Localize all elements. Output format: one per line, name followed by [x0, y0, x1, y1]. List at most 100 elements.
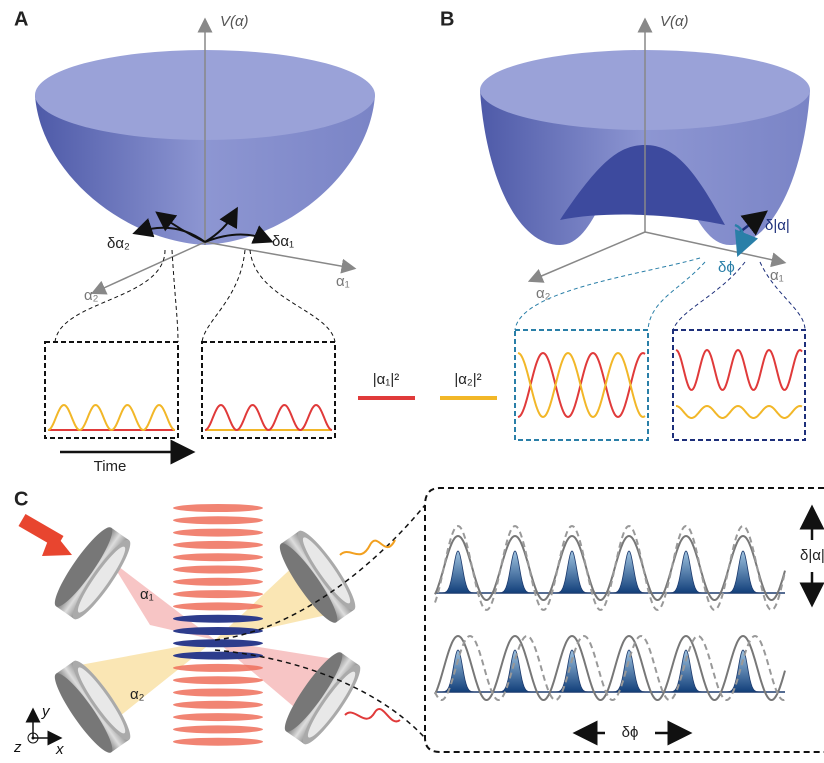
inset-box: [201, 341, 336, 439]
field-curve: [434, 634, 786, 701]
wigner-peak: [493, 550, 537, 594]
axis-label: α₂: [536, 285, 551, 302]
lattice-site: [173, 565, 263, 574]
annotation: δϕ: [622, 724, 639, 741]
mirror-body: [56, 661, 130, 753]
wigner-peak: [493, 649, 537, 693]
axis-label: y: [41, 703, 51, 720]
wigner-peak: [721, 649, 765, 693]
lattice-site: [173, 614, 263, 623]
axis-dot: [27, 732, 39, 744]
mirror-back: [54, 527, 113, 607]
mode-label: α₁: [140, 586, 154, 603]
waveform: [517, 351, 646, 419]
lattice-site: [173, 700, 263, 709]
arrow: [734, 223, 759, 257]
connector: [514, 257, 701, 331]
waveform: [675, 348, 803, 391]
inset-box: [672, 329, 806, 441]
axis-label: α₂: [84, 287, 99, 304]
annotation: δα₂: [107, 235, 130, 252]
axis-label: α₁: [336, 273, 350, 290]
connector: [759, 261, 806, 331]
inset-border: [424, 487, 824, 753]
lattice-site: [173, 725, 263, 734]
axis: [90, 241, 206, 295]
connector: [54, 249, 166, 343]
pump-arrow: [42, 530, 72, 556]
lattice-site: [173, 590, 263, 599]
mirror: [54, 660, 131, 753]
annotation: δ|α|: [765, 217, 790, 234]
legend-label: |α₁|²: [373, 371, 400, 388]
panel-label: C: [14, 488, 28, 510]
mirror: [284, 652, 361, 745]
axis-label: α₁: [770, 267, 784, 284]
lattice-site: [173, 553, 263, 562]
connector: [214, 504, 426, 641]
mirror: [54, 527, 131, 620]
lattice-site: [173, 602, 263, 611]
lattice-site: [173, 639, 263, 648]
lattice-site: [173, 713, 263, 722]
waveform: [204, 403, 333, 432]
axis-label: z: [13, 739, 22, 756]
annotation: δϕ: [718, 259, 735, 276]
field-curve: [434, 634, 786, 701]
legend-label: |α₂|²: [454, 371, 481, 388]
wigner-peak: [550, 550, 594, 594]
axis: [204, 241, 357, 274]
wigner-peak: [721, 550, 765, 594]
mirror-back: [284, 652, 343, 732]
arrow: [155, 211, 206, 243]
inset-box: [514, 329, 649, 441]
lattice-site: [173, 676, 263, 685]
wigner-peak: [664, 550, 708, 594]
lattice-site: [173, 577, 263, 586]
lattice-site: [173, 504, 263, 512]
axis: [527, 231, 646, 283]
lattice-site: [173, 540, 263, 549]
wigner-peak: [436, 550, 480, 594]
photon: [344, 708, 401, 723]
lattice-site: [173, 627, 263, 635]
lattice-site: [173, 737, 263, 746]
wigner-peak: [550, 649, 594, 693]
waveform: [517, 351, 646, 419]
mirror-coating: [77, 667, 126, 734]
mirror-back: [279, 543, 338, 623]
mode-label: α₂: [130, 686, 145, 703]
axis-label: V(α): [220, 13, 249, 30]
mirror-back: [54, 673, 113, 753]
panel-label: A: [14, 8, 28, 30]
lattice-site: [173, 663, 263, 672]
connector: [672, 261, 746, 331]
lattice-site: [173, 516, 263, 525]
wigner-peak: [607, 649, 651, 693]
mirror-coating: [77, 546, 126, 613]
mirror-coating: [307, 671, 356, 738]
axis-label: x: [55, 741, 64, 758]
annotation: δα₁: [272, 233, 294, 250]
photon: [339, 539, 396, 556]
potential-hat: [480, 90, 810, 245]
connector: [201, 249, 246, 343]
panel-label: B: [440, 8, 454, 30]
arrow: [204, 206, 238, 243]
lattice-site: [173, 688, 263, 697]
mirror-body: [281, 531, 355, 623]
waveform: [675, 404, 803, 419]
wigner-peak: [664, 649, 708, 693]
inset-box: [44, 341, 179, 439]
wigner-peak: [436, 649, 480, 693]
arrow: [204, 225, 274, 244]
axis-dot: [31, 736, 35, 740]
lattice-site: [173, 528, 263, 537]
waveform: [47, 403, 176, 432]
axis: [644, 231, 787, 268]
mirror-body: [56, 527, 130, 619]
mirror-body: [286, 652, 360, 744]
axis-label: Time: [94, 458, 127, 475]
connector: [171, 249, 179, 343]
annotation: δ|α|: [800, 547, 824, 564]
